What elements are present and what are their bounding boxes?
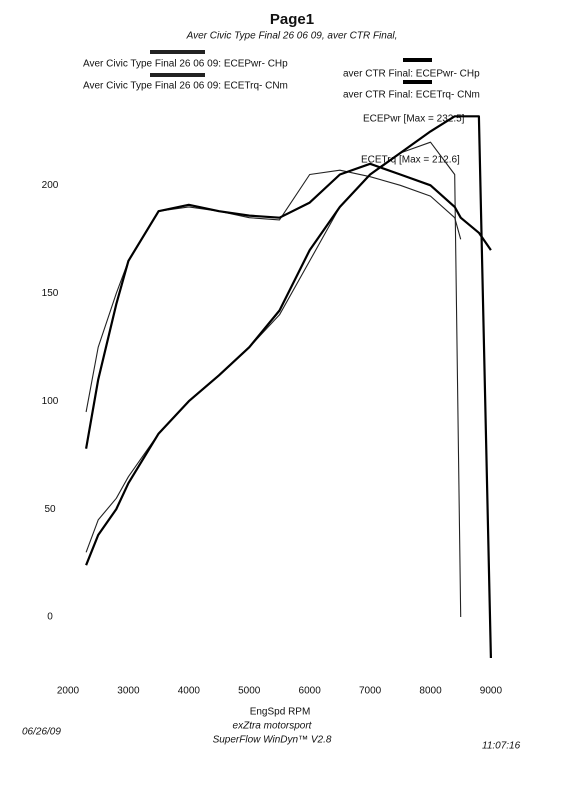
x-tick-label: 7000 [359, 686, 382, 697]
x-tick-label: 6000 [299, 686, 322, 697]
x-tick-label: 4000 [178, 686, 201, 697]
x-tick-label: 3000 [117, 686, 140, 697]
x-tick-label: 5000 [238, 686, 261, 697]
series-line [85, 169, 462, 413]
series-line [85, 115, 492, 659]
footer-software: SuperFlow WinDyn™ V2.8 [213, 735, 332, 746]
chart-subtitle: Aver Civic Type Final 26 06 09, aver CTR… [186, 31, 398, 42]
series-line [85, 141, 462, 618]
footer-company: exZtra motorsport [233, 721, 313, 732]
legend-label: Aver Civic Type Final 26 06 09: ECETrq- … [83, 81, 288, 92]
annotation: ECETrq [Max = 212.6] [361, 155, 460, 166]
legend-label: aver CTR Final: ECEPwr- CHp [343, 69, 480, 80]
x-axis-label: EngSpd RPM [250, 707, 311, 718]
chart-title: Page1 [270, 11, 314, 28]
series-line [85, 162, 492, 449]
legend-label: aver CTR Final: ECETrq- CNm [343, 90, 480, 101]
x-tick-label: 9000 [480, 686, 503, 697]
annotation: ECEPwr [Max = 232.5] [363, 114, 465, 125]
footer-time: 11:07:16 [482, 741, 521, 752]
footer-date: 06/26/09 [22, 727, 61, 738]
y-tick-label: 100 [42, 396, 59, 407]
y-tick-label: 50 [44, 504, 56, 515]
x-tick-label: 8000 [419, 686, 442, 697]
x-tick-label: 2000 [57, 686, 80, 697]
y-tick-label: 150 [42, 288, 59, 299]
y-tick-label: 0 [47, 612, 53, 623]
y-tick-label: 200 [42, 180, 59, 191]
legend-label: Aver Civic Type Final 26 06 09: ECEPwr- … [83, 59, 288, 70]
